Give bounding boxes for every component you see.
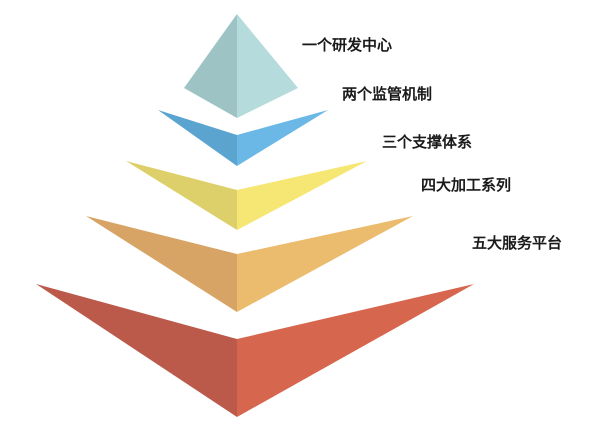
tier-service-platforms-left-face xyxy=(36,284,237,417)
tier-supervision-mechanisms-left-face xyxy=(158,110,237,166)
tier-processing-series-left-face xyxy=(86,216,237,312)
tier-research-center xyxy=(184,14,298,118)
tier-label-research-center: 一个研发中心 xyxy=(302,36,393,54)
tier-supervision-mechanisms xyxy=(158,110,328,166)
tier-label-processing-series: 四大加工系列 xyxy=(421,176,512,194)
tier-support-systems xyxy=(126,161,367,230)
tier-research-center-right-face xyxy=(237,14,298,118)
tier-research-center-left-face xyxy=(184,14,237,118)
tier-processing-series-right-face xyxy=(237,216,413,312)
tier-label-service-platforms: 五大服务平台 xyxy=(472,234,563,252)
tier-support-systems-right-face xyxy=(237,161,367,230)
tier-label-support-systems: 三个支撑体系 xyxy=(382,133,473,151)
tier-service-platforms-right-face xyxy=(237,284,474,417)
tier-support-systems-left-face xyxy=(126,161,237,230)
tier-label-supervision-mechanisms: 两个监管机制 xyxy=(342,85,433,103)
tier-supervision-mechanisms-right-face xyxy=(237,110,328,166)
tier-processing-series xyxy=(86,216,413,312)
tier-service-platforms xyxy=(36,284,474,417)
